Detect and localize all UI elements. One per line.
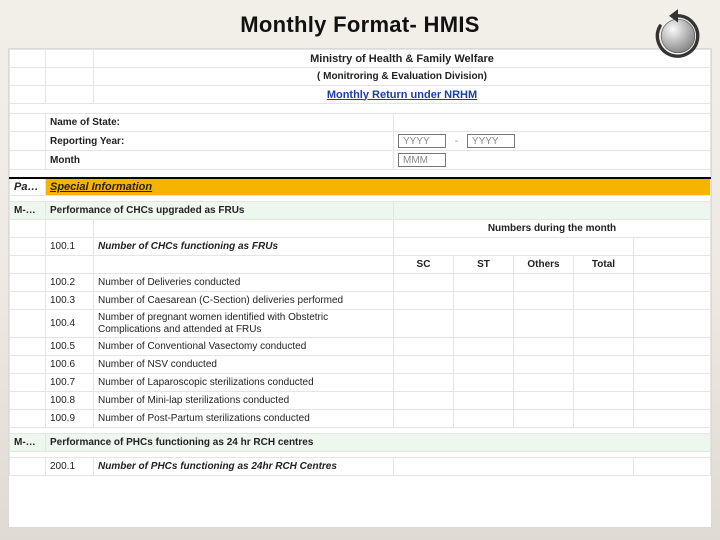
cell-sc[interactable]	[394, 410, 454, 428]
row-label: Number of CHCs functioning as FRUs	[94, 238, 394, 256]
year-label: Reporting Year:	[46, 132, 394, 151]
cell-sc[interactable]	[394, 356, 454, 374]
row-id: 100.4	[46, 310, 94, 338]
row-id: 100.5	[46, 338, 94, 356]
row-label: Number of PHCs functioning as 24hr RCH C…	[94, 458, 394, 476]
cell-sc[interactable]	[394, 392, 454, 410]
cell-others[interactable]	[514, 338, 574, 356]
m100-numbers-label: Numbers during the month	[394, 220, 711, 238]
col-sc: SC	[394, 256, 454, 274]
row-id: 100.1	[46, 238, 94, 256]
ministry-heading: Ministry of Health & Family Welfare	[94, 50, 711, 68]
cell-st[interactable]	[454, 310, 514, 338]
month-input[interactable]: MMM	[398, 153, 446, 167]
row-label: Number of Conventional Vasectomy conduct…	[94, 338, 394, 356]
form-table: Ministry of Health & Family Welfare ( Mo…	[9, 49, 711, 476]
cell-others[interactable]	[514, 392, 574, 410]
cell-others[interactable]	[514, 292, 574, 310]
m200-code: M-200	[10, 434, 46, 452]
cell-total[interactable]	[634, 458, 711, 476]
cell-st[interactable]	[454, 374, 514, 392]
cell-st[interactable]	[454, 292, 514, 310]
m200-title: Performance of PHCs functioning as 24 hr…	[46, 434, 711, 452]
col-st: ST	[454, 256, 514, 274]
row-id: 200.1	[46, 458, 94, 476]
row-label: Number of Post-Partum sterilizations con…	[94, 410, 394, 428]
row-id: 100.2	[46, 274, 94, 292]
col-total: Total	[574, 256, 634, 274]
cell-total[interactable]	[574, 292, 634, 310]
year-separator: -	[449, 136, 464, 147]
cell-total[interactable]	[574, 274, 634, 292]
cell-others[interactable]	[514, 310, 574, 338]
cell-st[interactable]	[454, 392, 514, 410]
row-label: Number of Mini-lap sterilizations conduc…	[94, 392, 394, 410]
m100-code: M-100	[10, 202, 46, 220]
cell-sc[interactable]	[394, 274, 454, 292]
refresh-logo	[650, 8, 706, 64]
state-label: Name of State:	[46, 114, 394, 132]
cell-st[interactable]	[454, 356, 514, 374]
cell-st[interactable]	[454, 338, 514, 356]
cell-others[interactable]	[514, 274, 574, 292]
row-id: 100.6	[46, 356, 94, 374]
cell-others[interactable]	[514, 374, 574, 392]
row-id: 100.7	[46, 374, 94, 392]
cell-total[interactable]	[574, 356, 634, 374]
page-title: Monthly Format- HMIS	[0, 12, 720, 38]
cell-total[interactable]	[574, 392, 634, 410]
cell-total[interactable]	[574, 310, 634, 338]
cell-others[interactable]	[514, 356, 574, 374]
cell-sc[interactable]	[394, 374, 454, 392]
cell-sc[interactable]	[394, 310, 454, 338]
form-sheet: Ministry of Health & Family Welfare ( Mo…	[8, 48, 712, 528]
cell-st[interactable]	[454, 410, 514, 428]
cell-st[interactable]	[454, 274, 514, 292]
division-heading: ( Monitroring & Evaluation Division)	[94, 68, 711, 86]
row-id: 100.3	[46, 292, 94, 310]
row-label: Number of pregnant women identified with…	[94, 310, 394, 338]
cell-total[interactable]	[574, 374, 634, 392]
return-heading: Monthly Return under NRHM	[94, 86, 711, 104]
slide-container: Monthly Format- HMIS Ministry of Health …	[0, 0, 720, 540]
cell-others[interactable]	[514, 410, 574, 428]
cell-total[interactable]	[574, 410, 634, 428]
cell-sc[interactable]	[394, 338, 454, 356]
partA-code: Part A.	[10, 178, 46, 196]
row-label: Number of Caesarean (C-Section) deliveri…	[94, 292, 394, 310]
partA-title: Special Information	[46, 178, 711, 196]
cell-total[interactable]	[574, 338, 634, 356]
row-label: Number of NSV conducted	[94, 356, 394, 374]
row-id: 100.9	[46, 410, 94, 428]
cell-sc[interactable]	[394, 292, 454, 310]
row-label: Number of Laparoscopic sterilizations co…	[94, 374, 394, 392]
row-id: 100.8	[46, 392, 94, 410]
month-label: Month	[46, 151, 394, 170]
row-label: Number of Deliveries conducted	[94, 274, 394, 292]
cell-total[interactable]	[634, 238, 711, 256]
refresh-icon	[650, 8, 706, 64]
col-others: Others	[514, 256, 574, 274]
year-from-input[interactable]: YYYY	[398, 134, 446, 148]
m100-title: Performance of CHCs upgraded as FRUs	[46, 202, 394, 220]
year-to-input[interactable]: YYYY	[467, 134, 515, 148]
